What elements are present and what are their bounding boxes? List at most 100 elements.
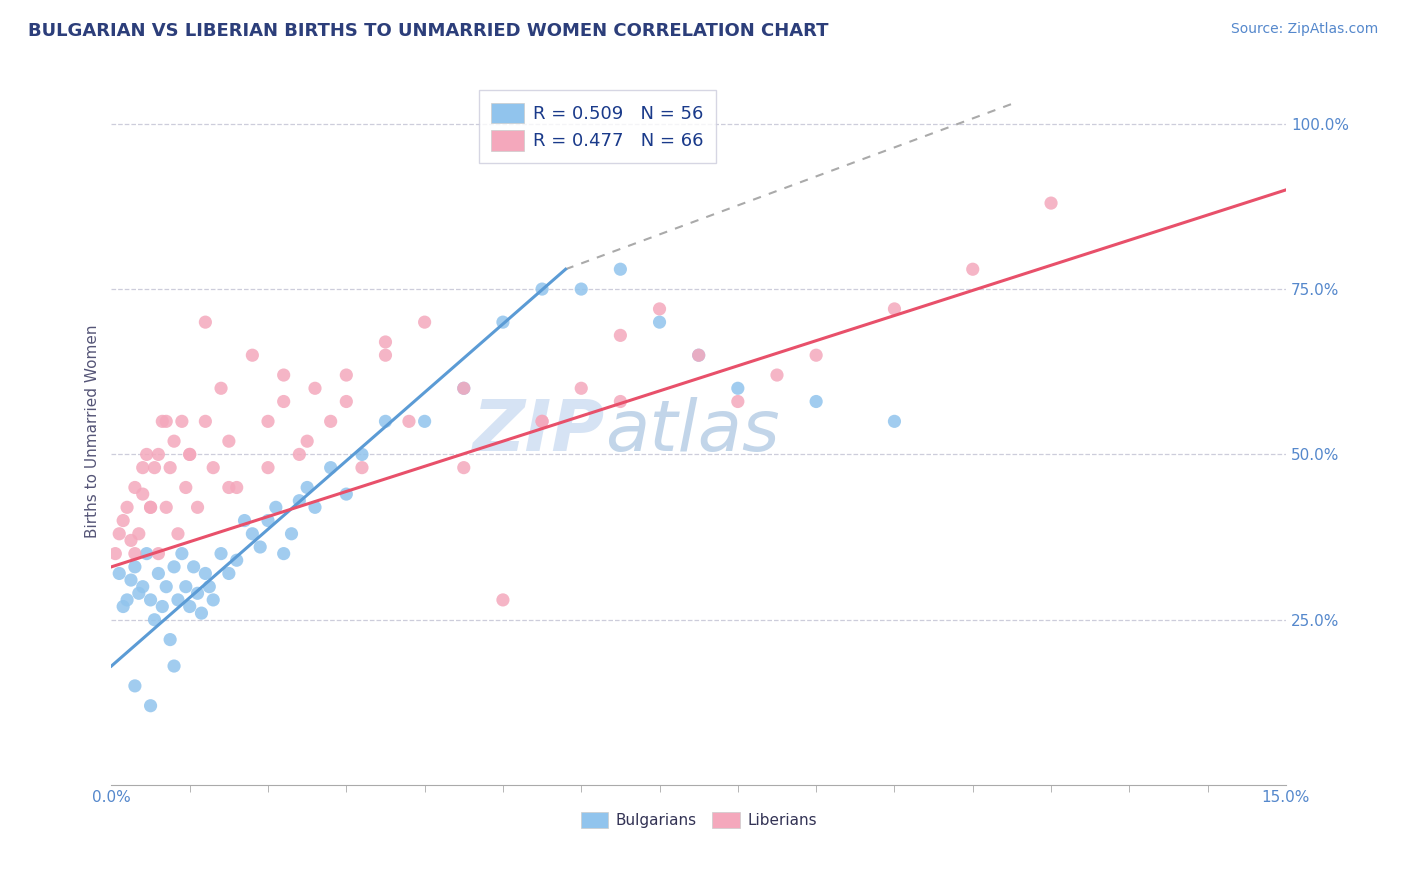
Point — [139, 500, 162, 515]
Point — [132, 487, 155, 501]
Point — [120, 573, 142, 587]
Point — [163, 434, 186, 449]
Point — [139, 593, 162, 607]
Point — [280, 526, 302, 541]
Point — [148, 547, 170, 561]
Point — [155, 414, 177, 428]
Point — [350, 447, 373, 461]
Point — [135, 447, 157, 461]
Point — [155, 500, 177, 515]
Point — [115, 500, 138, 515]
Point — [112, 514, 135, 528]
Point — [374, 414, 396, 428]
Point — [273, 547, 295, 561]
Point — [139, 500, 162, 515]
Point — [295, 481, 318, 495]
Point — [1040, 196, 1063, 211]
Point — [569, 381, 592, 395]
Point — [883, 414, 905, 428]
Point — [218, 566, 240, 581]
Point — [194, 315, 217, 329]
Point — [104, 547, 127, 561]
Point — [648, 315, 671, 329]
Point — [115, 593, 138, 607]
Point — [413, 414, 436, 428]
Point — [374, 348, 396, 362]
Point — [304, 500, 326, 515]
Point — [295, 434, 318, 449]
Point — [190, 606, 212, 620]
Point — [174, 580, 197, 594]
Point — [128, 526, 150, 541]
Point — [492, 315, 515, 329]
Text: ZIP: ZIP — [472, 397, 605, 466]
Point — [374, 334, 396, 349]
Point — [648, 301, 671, 316]
Point — [179, 599, 201, 614]
Point — [163, 659, 186, 673]
Point — [179, 447, 201, 461]
Point — [209, 381, 232, 395]
Point — [531, 282, 554, 296]
Point — [218, 481, 240, 495]
Text: atlas: atlas — [605, 397, 779, 466]
Point — [183, 559, 205, 574]
Point — [233, 514, 256, 528]
Point — [132, 580, 155, 594]
Legend: Bulgarians, Liberians: Bulgarians, Liberians — [575, 805, 823, 834]
Point — [492, 593, 515, 607]
Point — [187, 500, 209, 515]
Point — [108, 526, 131, 541]
Point — [225, 553, 247, 567]
Point — [804, 394, 827, 409]
Point — [124, 679, 146, 693]
Point — [170, 547, 193, 561]
Point — [179, 447, 201, 461]
Point — [150, 414, 173, 428]
Y-axis label: Births to Unmarried Women: Births to Unmarried Women — [86, 325, 100, 538]
Point — [202, 593, 225, 607]
Point — [531, 414, 554, 428]
Point — [288, 493, 311, 508]
Point — [187, 586, 209, 600]
Point — [202, 460, 225, 475]
Point — [688, 348, 710, 362]
Point — [413, 315, 436, 329]
Point — [174, 481, 197, 495]
Point — [257, 460, 280, 475]
Point — [209, 547, 232, 561]
Point — [194, 414, 217, 428]
Point — [727, 394, 749, 409]
Point — [163, 559, 186, 574]
Point — [159, 632, 181, 647]
Point — [108, 566, 131, 581]
Point — [766, 368, 789, 382]
Point — [273, 394, 295, 409]
Point — [170, 414, 193, 428]
Point — [453, 381, 475, 395]
Point — [335, 487, 357, 501]
Text: Source: ZipAtlas.com: Source: ZipAtlas.com — [1230, 22, 1378, 37]
Point — [132, 460, 155, 475]
Point — [194, 566, 217, 581]
Point — [688, 348, 710, 362]
Point — [335, 368, 357, 382]
Point — [148, 447, 170, 461]
Point — [398, 414, 420, 428]
Point — [319, 460, 342, 475]
Point — [240, 348, 263, 362]
Point — [143, 460, 166, 475]
Point — [257, 514, 280, 528]
Point — [240, 526, 263, 541]
Point — [124, 547, 146, 561]
Point — [350, 460, 373, 475]
Point — [167, 593, 190, 607]
Point — [124, 559, 146, 574]
Point — [335, 394, 357, 409]
Point — [264, 500, 287, 515]
Point — [453, 381, 475, 395]
Point — [273, 368, 295, 382]
Point — [155, 580, 177, 594]
Point — [288, 447, 311, 461]
Point — [453, 460, 475, 475]
